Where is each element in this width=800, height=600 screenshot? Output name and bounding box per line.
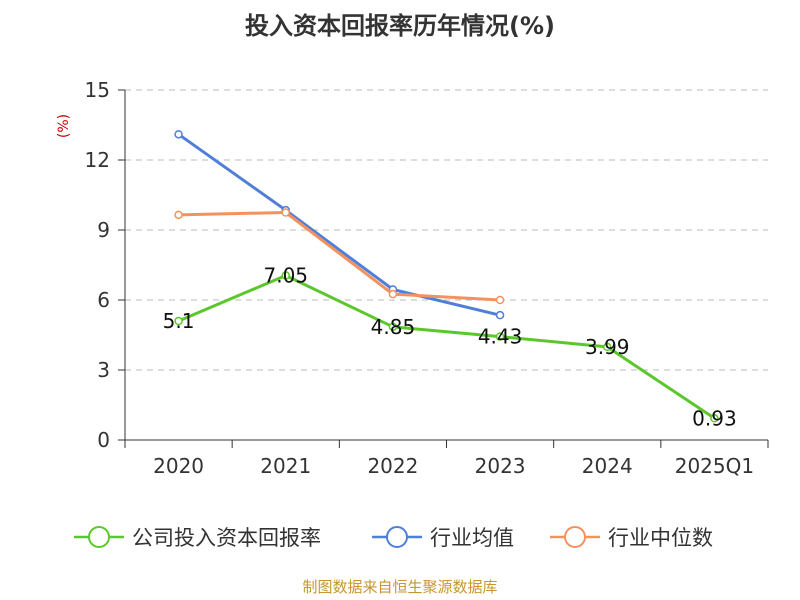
y-tick-label: 6: [97, 288, 110, 312]
data-point: [281, 208, 290, 217]
series-line: [177, 133, 501, 317]
data-point: [495, 295, 505, 305]
x-tick-label: 2021: [260, 454, 311, 478]
axes: 0 3 6 9 12 15 2020 2021 2022 2023 2024 2025Q1: [85, 78, 769, 478]
y-tick-label: 3: [97, 358, 110, 382]
legend-marker: [564, 526, 586, 548]
data-point: [388, 322, 398, 332]
data-point: [174, 130, 183, 139]
data-point: [710, 414, 719, 423]
y-tick-label: 0: [97, 428, 110, 452]
x-tick-label: 2023: [475, 454, 526, 478]
legend-label: 公司投入资本回报率: [132, 526, 321, 550]
data-labels: 5.1 7.05 4.85 4.43 3.99 0.93: [163, 264, 737, 431]
data-label: 0.93: [692, 406, 737, 430]
data-point: [174, 316, 183, 326]
series-lines: [174, 130, 719, 423]
y-tick-label: 9: [97, 218, 110, 242]
data-point: [495, 310, 505, 320]
series-line: [177, 274, 716, 420]
data-label: 5.1: [163, 309, 195, 333]
data-label: 3.99: [585, 335, 630, 359]
legend: 公司投入资本回报率 行业均值 行业中位数: [74, 526, 713, 550]
data-label: 7.05: [263, 264, 308, 288]
legend-label: 行业中位数: [608, 526, 713, 550]
x-tick-label: 2024: [582, 454, 633, 478]
legend-marker: [88, 526, 110, 548]
data-point: [281, 271, 290, 280]
chart-title: 投入资本回报率历年情况(%): [245, 12, 555, 40]
legend-label: 行业均值: [430, 526, 514, 550]
legend-marker: [386, 526, 408, 548]
data-point: [388, 289, 398, 299]
data-label: 4.85: [371, 315, 416, 339]
data-label: 4.43: [478, 325, 523, 349]
y-tick-label: 12: [85, 148, 110, 172]
x-tick-label: 2020: [153, 454, 204, 478]
grid-lines: [125, 89, 768, 371]
x-tick-label: 2025Q1: [675, 454, 754, 478]
series-line: [178, 211, 501, 302]
source-note: 制图数据来自恒生聚源数据库: [302, 578, 497, 596]
data-point: [603, 342, 612, 352]
data-point: [495, 332, 505, 341]
x-tick-label: 2022: [367, 454, 418, 478]
y-axis-label: (%): [56, 114, 72, 138]
data-point: [174, 210, 183, 220]
y-tick-label: 15: [85, 78, 110, 102]
